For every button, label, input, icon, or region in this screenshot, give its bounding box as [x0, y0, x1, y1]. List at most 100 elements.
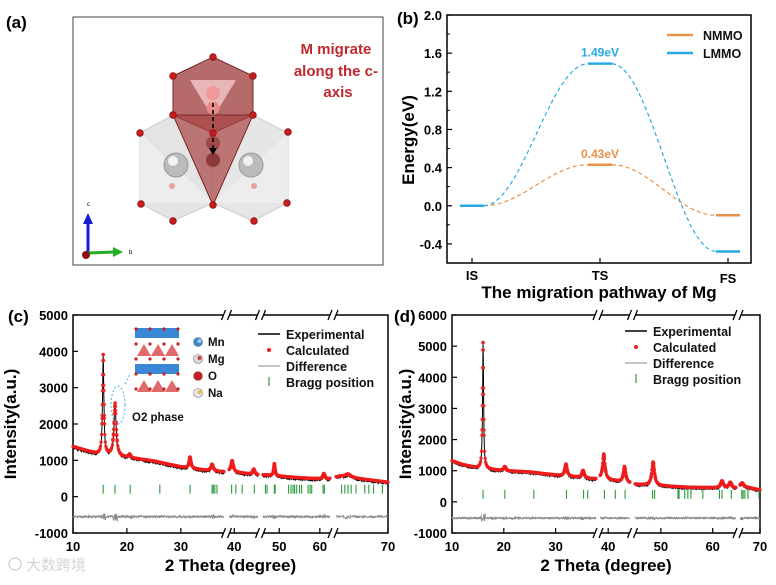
- calculated-point: [481, 403, 486, 408]
- calculated-point: [110, 443, 115, 447]
- calculated-point: [482, 417, 486, 422]
- x-tick-label: TS: [592, 268, 609, 283]
- calculated-point: [116, 444, 120, 448]
- calculated-point: [583, 473, 587, 478]
- mg-polyhedron: [137, 380, 151, 392]
- y-axis-label: Energy(eV): [399, 95, 418, 185]
- element-o-highlight: [197, 373, 202, 377]
- axis-break-gap: [629, 531, 636, 535]
- axis-break-mark: [592, 527, 598, 539]
- axis-break-mark: [226, 527, 233, 539]
- o2-peak-highlight: [110, 385, 126, 425]
- y-tick-label: 1000: [39, 453, 68, 468]
- calculated-point: [99, 440, 103, 444]
- axis-break-mark: [327, 309, 333, 321]
- calculated-point: [111, 427, 116, 432]
- c-axis-arrowhead-icon: [83, 213, 93, 224]
- element-mn-highlight: [197, 339, 202, 343]
- calculated-point: [730, 484, 735, 488]
- mg-atom: [206, 101, 220, 115]
- calculated-point: [129, 454, 133, 459]
- mg-polyhedron: [151, 380, 165, 392]
- legend-label-calculated: Calculated: [653, 341, 716, 355]
- mn-layer: [135, 364, 179, 374]
- calculated-point: [628, 480, 632, 484]
- y-tick-label: 0.8: [424, 122, 442, 137]
- axis-break-gap: [629, 313, 636, 317]
- o-atom: [134, 357, 138, 361]
- y-tick-label: 2000: [39, 417, 68, 432]
- calculated-point: [101, 372, 106, 377]
- x-tick-label: 50: [272, 539, 286, 554]
- calculated-point: [232, 466, 236, 471]
- y-tick-label: -1000: [414, 526, 447, 541]
- element-label-mg: Mg: [208, 354, 225, 366]
- o-atom: [176, 387, 180, 391]
- axis-break-gap: [595, 313, 601, 317]
- legend-label-experimental: Experimental: [286, 328, 365, 342]
- y-tick-label: 2000: [418, 433, 447, 448]
- difference-curve: [262, 514, 331, 520]
- o-atom: [148, 357, 152, 361]
- calculated-point: [722, 483, 727, 488]
- y-tick-label: 4000: [418, 370, 447, 385]
- calculated-point: [600, 464, 605, 469]
- difference-curve: [228, 513, 259, 520]
- axis-break-mark: [254, 527, 261, 539]
- legend-label-bragg-position: Bragg position: [653, 373, 741, 387]
- axis-break-mark: [220, 527, 227, 539]
- mg-atom: [206, 86, 220, 100]
- legend-label-difference: Difference: [286, 360, 347, 374]
- axis-break-gap: [257, 531, 264, 535]
- axis-break-mark: [260, 527, 267, 539]
- o-atom: [134, 387, 138, 391]
- calculated-point: [604, 469, 608, 474]
- legend-swatch-calculated: [267, 348, 271, 352]
- watermark: 大数跨境: [8, 556, 86, 574]
- calculated-point: [102, 388, 106, 393]
- o-atom: [162, 387, 166, 391]
- axis-break-gap: [735, 313, 741, 317]
- panel-a: (a): [6, 13, 384, 266]
- axis-break-mark: [732, 527, 738, 539]
- o-atom: [162, 357, 166, 361]
- calculated-point: [101, 358, 106, 363]
- plot-frame: [72, 314, 389, 534]
- element-label-mn: Mn: [208, 337, 225, 349]
- calculated-point: [323, 475, 328, 480]
- y-tick-label: 5000: [418, 339, 447, 354]
- axis-break-gap: [223, 313, 230, 317]
- calculated-point: [273, 470, 278, 474]
- calculated-point: [734, 485, 738, 490]
- plot-frame: [451, 314, 761, 534]
- b-axis-arrow: [87, 250, 115, 255]
- axis-break-mark: [333, 309, 339, 321]
- calculated-point: [742, 483, 746, 488]
- panel-c-label: (c): [8, 307, 29, 326]
- calculated-point: [115, 438, 119, 442]
- axis-break-gap: [257, 313, 264, 317]
- calculated-point: [600, 467, 604, 471]
- axis-break-mark: [738, 309, 744, 321]
- element-na-highlight: [197, 390, 202, 394]
- calculated-point: [652, 468, 657, 473]
- calculated-point: [103, 440, 108, 444]
- x-tick-label: 70: [753, 539, 767, 554]
- o-atom: [134, 327, 138, 331]
- y-tick-label: 1000: [418, 464, 447, 479]
- calculated-point: [386, 480, 390, 484]
- legend-label-calculated: Calculated: [286, 344, 349, 358]
- x-tick-label: 70: [381, 539, 395, 554]
- x-tick-label: 30: [548, 539, 562, 554]
- y-tick-label: 4000: [39, 344, 68, 359]
- o-atom: [176, 372, 180, 376]
- calculated-point: [113, 412, 118, 416]
- difference-curve: [451, 512, 597, 522]
- difference-curve: [739, 515, 761, 521]
- calculated-point: [351, 475, 355, 479]
- calculated-point: [98, 444, 103, 448]
- panel-b: (b) 2.0 1.6 1.2 0.8 0.4 0.0 -0.4 IS TS FS The migra…: [397, 8, 752, 302]
- oxygen-atoms: [136, 53, 292, 225]
- axis-break-gap: [595, 531, 601, 535]
